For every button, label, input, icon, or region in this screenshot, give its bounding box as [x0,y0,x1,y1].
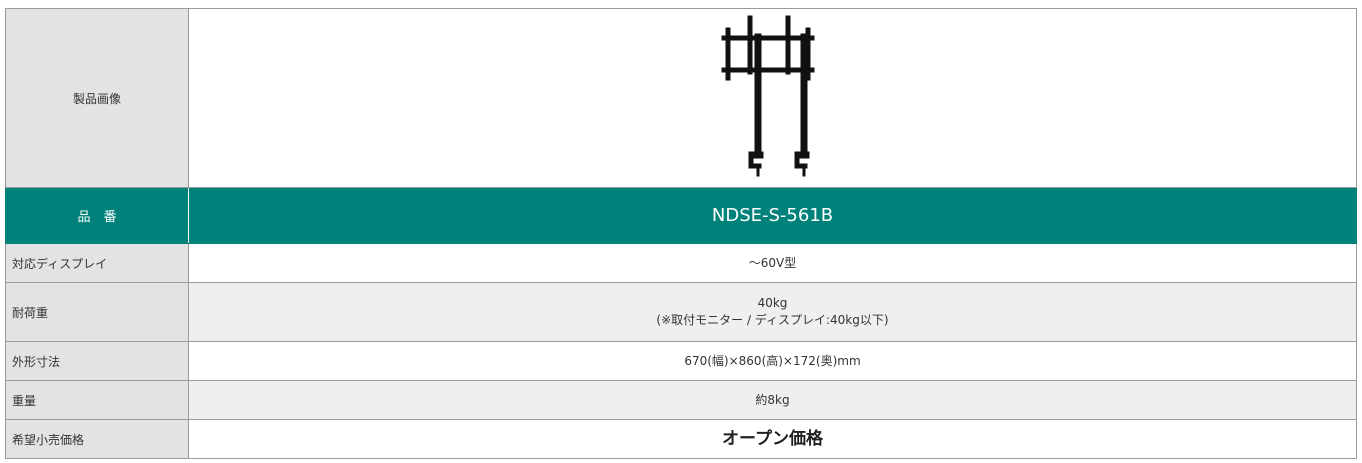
spec-row: 希望小売価格 オープン価格 [5,419,1357,459]
product-image-cell [188,8,1357,188]
row-label: 対応ディスプレイ [5,243,189,283]
row-label: 外形寸法 [5,341,189,381]
spec-row: 外形寸法 670(幅)×860(高)×172(奥)mm [5,341,1357,381]
value-line: オープン価格 [722,428,823,449]
row-label: 希望小売価格 [5,419,189,459]
product-image [721,15,814,177]
row-value: オープン価格 [188,419,1357,459]
spec-table: 製品画像 品 番 NDSE-S-561B 対応ディスプレイ ～60V型 耐荷重 40k… [5,8,1357,459]
row-value: ～60V型 [188,243,1357,283]
value-line: ～60V型 [748,255,797,270]
row-value: 670(幅)×860(高)×172(奥)mm [188,341,1357,381]
row-label: 重量 [5,380,189,420]
spec-row: 耐荷重 40kg (※取付モニター / ディスプレイ:40kg以下) [5,282,1357,342]
header-value: NDSE-S-561B [188,187,1357,244]
header-row: 品 番 NDSE-S-561B [5,187,1357,244]
row-label: 耐荷重 [5,282,189,342]
spec-row: 対応ディスプレイ ～60V型 [5,243,1357,283]
row-label: 製品画像 [5,8,189,188]
value-line: (※取付モニター / ディスプレイ:40kg以下) [656,313,889,327]
row-value: 40kg (※取付モニター / ディスプレイ:40kg以下) [188,282,1357,342]
row-value: 約8kg [188,380,1357,420]
image-row: 製品画像 [5,8,1357,188]
value-line: 約8kg [755,392,790,407]
value-line: 670(幅)×860(高)×172(奥)mm [684,353,861,368]
header-label: 品 番 [5,187,189,244]
value-line: 40kg [757,296,788,310]
spec-row: 重量 約8kg [5,380,1357,420]
